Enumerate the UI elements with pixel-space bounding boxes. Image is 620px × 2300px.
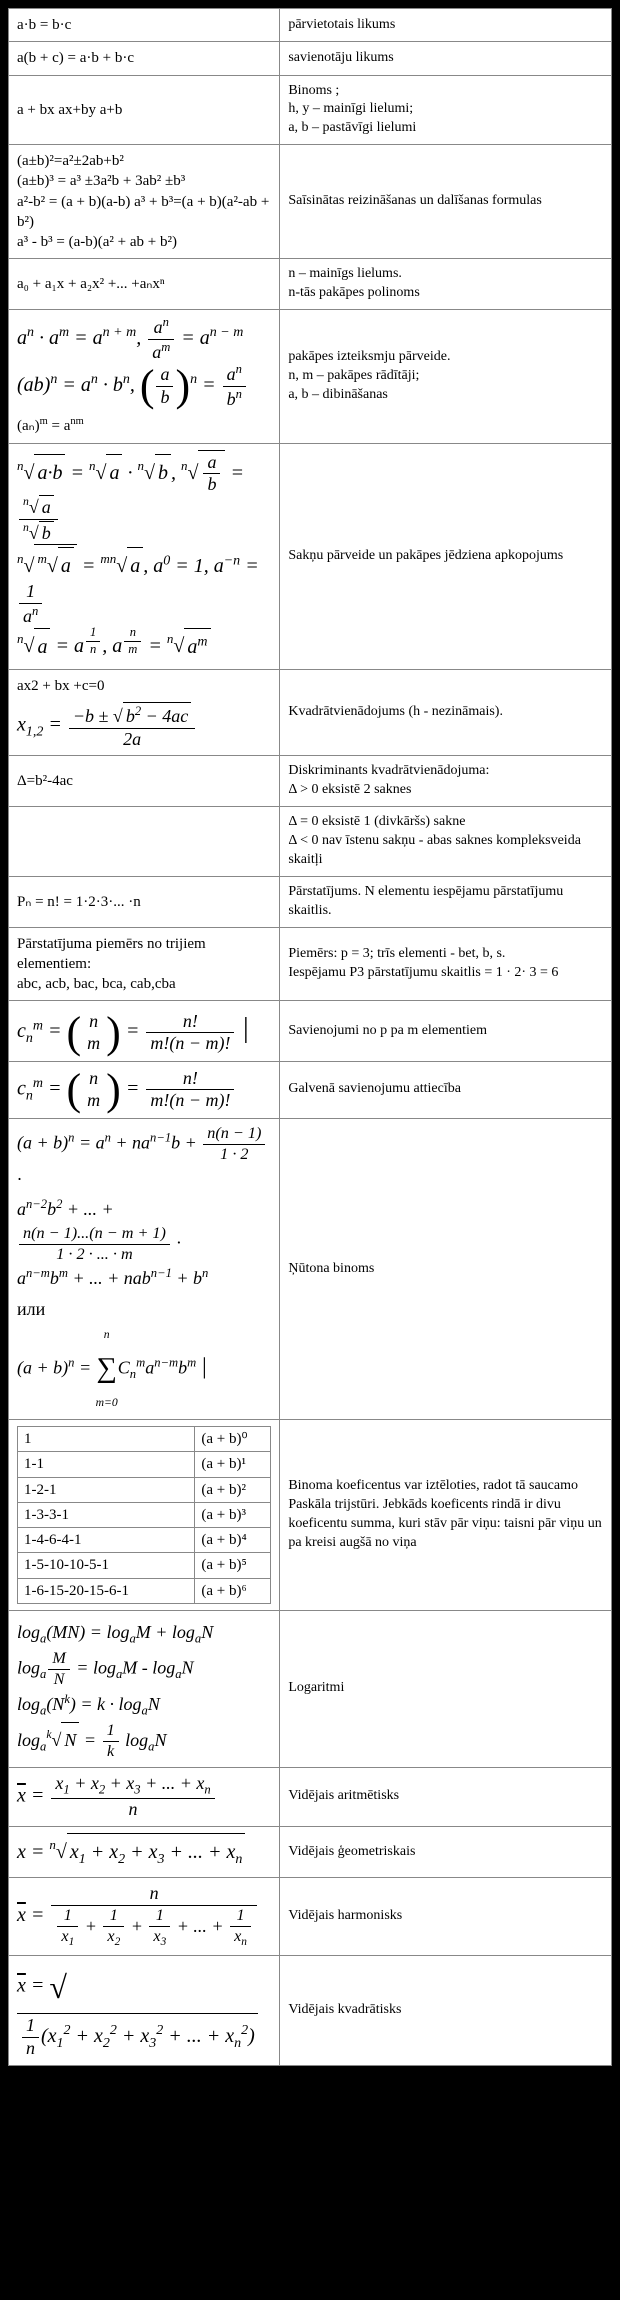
formula-row: Pₙ = n! = 1·2·3·... ·nPārstatījums. N el… [9, 876, 612, 927]
description-cell: Vidējais harmonisks [280, 1878, 612, 1955]
formula-cell: a + bx ax+by a+b [9, 75, 280, 145]
pascal-coeffs: 1-4-6-4-1 [18, 1528, 195, 1553]
description-cell: Ņūtona binoms [280, 1118, 612, 1419]
formula-cell: a·b = b·c [9, 9, 280, 42]
formula-cell: Pₙ = n! = 1·2·3·... ·n [9, 876, 280, 927]
formula-cell: x = n1x1 + 1x2 + 1x3 + ... + 1xn [9, 1878, 280, 1955]
description-cell: Savienojumi no p pa m elementiem [280, 1001, 612, 1061]
description-cell: Vidējais kvadrātisks [280, 1955, 612, 2065]
pascal-power: (a + b)¹ [195, 1452, 271, 1477]
log-formulas: loga(MN) = logaM + logaNlogaMN = logaM -… [17, 1617, 271, 1761]
pascal-row: 1-4-6-4-1(a + b)⁴ [18, 1528, 271, 1553]
description-cell: Pārstatījums. N elementu iespējamu pārst… [280, 876, 612, 927]
description-cell: Vidējais aritmētisks [280, 1767, 612, 1826]
roots-formula: n√a·b = n√a · n√b, n√ab = n√an√bn√m√a = … [17, 450, 271, 663]
formula-row: Δ = 0 eksistē 1 (divkāršs) sakneΔ < 0 na… [9, 807, 612, 877]
formula-row: x = n√x1 + x2 + x3 + ... + xnVidējais ģe… [9, 1827, 612, 1878]
pascal-coeffs: 1-1 [18, 1452, 195, 1477]
formula-row: a + bx ax+by a+bBinoms ;h, y – mainīgi l… [9, 75, 612, 145]
formula-row: x = n1x1 + 1x2 + 1x3 + ... + 1xnVidējais… [9, 1878, 612, 1955]
formula-cell: x = n√x1 + x2 + x3 + ... + xn [9, 1827, 280, 1878]
formula-row: a₀ + a₁x + a₂x² +... +aₙxⁿn – mainīgs li… [9, 259, 612, 310]
description-cell: Binoma koeficentus var iztēloties, radot… [280, 1420, 612, 1611]
description-cell: Binoms ;h, y – mainīgi lielumi;a, b – pa… [280, 75, 612, 145]
formula-cell: 1(a + b)⁰1-1(a + b)¹1-2-1(a + b)²1-3-3-1… [9, 1420, 280, 1611]
description-cell: n – mainīgs lielums.n-tās pakāpes polino… [280, 259, 612, 310]
pascal-row: 1-2-1(a + b)² [18, 1477, 271, 1502]
pascal-row: 1-5-10-10-5-1(a + b)⁵ [18, 1553, 271, 1578]
harmonic-mean: x = n1x1 + 1x2 + 1x3 + ... + 1xn [17, 1884, 271, 1948]
pascal-power: (a + b)³ [195, 1502, 271, 1527]
formula-row: a(b + c) = a·b + b·csavienotāju likums [9, 42, 612, 75]
pascal-power: (a + b)⁰ [195, 1427, 271, 1452]
pascal-row: 1(a + b)⁰ [18, 1427, 271, 1452]
formula-cell: n√a·b = n√a · n√b, n√ab = n√an√bn√m√a = … [9, 443, 280, 669]
pascal-power: (a + b)⁶ [195, 1578, 271, 1603]
pascal-coeffs: 1-5-10-10-5-1 [18, 1553, 195, 1578]
description-cell: Logaritmi [280, 1610, 612, 1767]
pascal-row: 1-6-15-20-15-6-1(a + b)⁶ [18, 1578, 271, 1603]
formula-cell: ax2 + bx +c=0x1,2 = −b ± √b2 − 4ac2a [9, 669, 280, 756]
pascal-row: 1-3-3-1(a + b)³ [18, 1502, 271, 1527]
formula-row: cnm = (nm) = n!m!(n − m)! |Savienojumi n… [9, 1001, 612, 1061]
pascal-coeffs: 1 [18, 1427, 195, 1452]
formula-table: a·b = b·cpārvietotais likumsa(b + c) = a… [8, 8, 612, 2066]
formula-row: 1(a + b)⁰1-1(a + b)¹1-2-1(a + b)²1-3-3-1… [9, 1420, 612, 1611]
description-cell: pārvietotais likums [280, 9, 612, 42]
formula-cell [9, 807, 280, 877]
pascal-coeffs: 1-3-3-1 [18, 1502, 195, 1527]
pascal-power: (a + b)⁵ [195, 1553, 271, 1578]
pascal-triangle-table: 1(a + b)⁰1-1(a + b)¹1-2-1(a + b)²1-3-3-1… [17, 1426, 271, 1604]
formula-row: Pārstatījuma piemērs no trijiem elementi… [9, 927, 612, 1001]
formula-row: loga(MN) = logaM + logaNlogaMN = logaM -… [9, 1610, 612, 1767]
formula-cell: (a±b)²=a²±2ab+b²(a±b)³ = a³ ±3a²b + 3ab²… [9, 145, 280, 259]
description-cell: Galvenā savienojumu attiecība [280, 1061, 612, 1118]
formula-row: x = √1n(x12 + x22 + x32 + ... + xn2)Vidē… [9, 1955, 612, 2065]
pascal-row: 1-1(a + b)¹ [18, 1452, 271, 1477]
formula-row: a·b = b·cpārvietotais likums [9, 9, 612, 42]
formula-table-frame: a·b = b·cpārvietotais likumsa(b + c) = a… [6, 6, 614, 2068]
formula-row: Δ=b²-4acDiskriminants kvadrātvienādojuma… [9, 756, 612, 807]
combinations-formula-1: cnm = (nm) = n!m!(n − m)! | [17, 1007, 271, 1054]
formula-row: x = x1 + x2 + x3 + ... + xnnVidējais ari… [9, 1767, 612, 1826]
formula-row: an · am = an + m, anam = an − m(ab)n = a… [9, 310, 612, 443]
formula-cell: cnm = (nm) = n!m!(n − m)! | [9, 1001, 280, 1061]
quadratic-mean: x = √1n(x12 + x22 + x32 + ... + xn2) [17, 1962, 271, 2059]
formula-cell: (a + b)n = an + nan−1b + n(n − 1)1 · 2 ·… [9, 1118, 280, 1419]
formula-cell: Pārstatījuma piemērs no trijiem elementi… [9, 927, 280, 1001]
description-cell: Piemērs: p = 3; trīs elementi - bet, b, … [280, 927, 612, 1001]
description-cell: Diskriminants kvadrātvienādojuma:Δ > 0 e… [280, 756, 612, 807]
pascal-coeffs: 1-2-1 [18, 1477, 195, 1502]
formula-cell: a₀ + a₁x + a₂x² +... +aₙxⁿ [9, 259, 280, 310]
description-cell: Δ = 0 eksistē 1 (divkāršs) sakneΔ < 0 na… [280, 807, 612, 877]
formula-cell: x = x1 + x2 + x3 + ... + xnn [9, 1767, 280, 1826]
formula-row: n√a·b = n√a · n√b, n√ab = n√an√bn√m√a = … [9, 443, 612, 669]
combinations-formula-2: cnm = (nm) = n!m!(n − m)! [17, 1068, 271, 1112]
formula-row: cnm = (nm) = n!m!(n − m)!Galvenā savieno… [9, 1061, 612, 1118]
formula-cell: a(b + c) = a·b + b·c [9, 42, 280, 75]
formula-row: ax2 + bx +c=0x1,2 = −b ± √b2 − 4ac2aKvad… [9, 669, 612, 756]
newton-binom: (a + b)n = an + nan−1b + n(n − 1)1 · 2 ·… [17, 1125, 271, 1413]
quadratic-formula: ax2 + bx +c=0x1,2 = −b ± √b2 − 4ac2a [17, 676, 271, 750]
description-cell: pakāpes izteiksmju pārveide.n, m – pakāp… [280, 310, 612, 443]
description-cell: Saīsinātas reizināšanas un dalīšanas for… [280, 145, 612, 259]
powers-formula: an · am = an + m, anam = an − m(ab)n = a… [17, 316, 271, 409]
formula-cell: x = √1n(x12 + x22 + x32 + ... + xn2) [9, 1955, 280, 2065]
description-cell: savienotāju likums [280, 42, 612, 75]
formula-cell: loga(MN) = logaM + logaNlogaMN = logaM -… [9, 1610, 280, 1767]
pascal-power: (a + b)⁴ [195, 1528, 271, 1553]
description-cell: Vidējais ģeometriskais [280, 1827, 612, 1878]
formula-cell: an · am = an + m, anam = an − m(ab)n = a… [9, 310, 280, 443]
formula-row: (a + b)n = an + nan−1b + n(n − 1)1 · 2 ·… [9, 1118, 612, 1419]
pascal-coeffs: 1-6-15-20-15-6-1 [18, 1578, 195, 1603]
description-cell: Kvadrātvienādojums (h - nezināmais). [280, 669, 612, 756]
formula-cell: Δ=b²-4ac [9, 756, 280, 807]
geometric-mean: x = n√x1 + x2 + x3 + ... + xn [17, 1833, 271, 1871]
pascal-power: (a + b)² [195, 1477, 271, 1502]
formula-row: (a±b)²=a²±2ab+b²(a±b)³ = a³ ±3a²b + 3ab²… [9, 145, 612, 259]
arithmetic-mean: x = x1 + x2 + x3 + ... + xnn [17, 1774, 271, 1820]
description-cell: Sakņu pārveide un pakāpes jēdziena apkop… [280, 443, 612, 669]
formula-cell: cnm = (nm) = n!m!(n − m)! [9, 1061, 280, 1118]
